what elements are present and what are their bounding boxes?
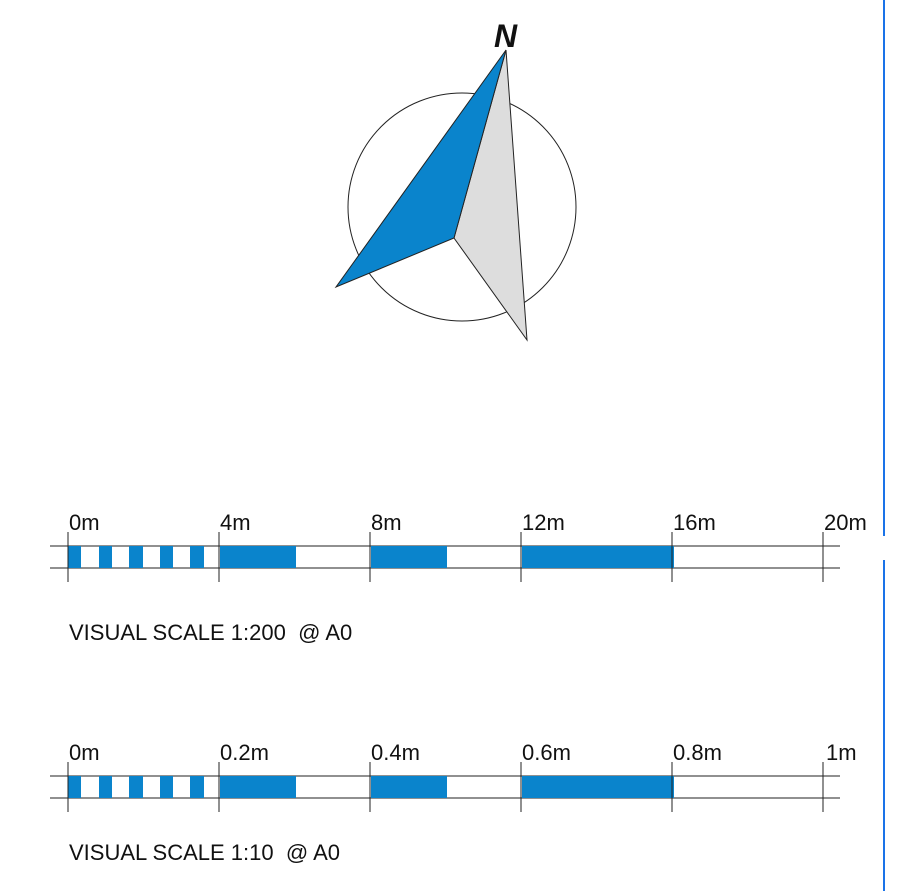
scale-label: 0m [69,510,100,535]
north-letter: N [494,18,518,54]
scale-label: 1m [826,740,857,765]
scale-segment [220,546,296,568]
scale-segment [522,776,674,798]
scale-label: 0.2m [220,740,269,765]
scale-bar-1: 0m 4m 8m 12m 16m 20m VISUAL SCALE 1:200 … [50,510,867,645]
scale-segment [190,776,204,798]
scale-label: 0.8m [673,740,722,765]
scale-segment [160,546,173,568]
scale-label: 0.4m [371,740,420,765]
scale-bar-2: 0m 0.2m 0.4m 0.6m 0.8m 1m VISUAL SCALE 1… [50,740,857,865]
scale-label: 4m [220,510,251,535]
scale-segment [129,776,143,798]
scale-segment [190,546,204,568]
scale-segment [160,776,173,798]
scale-caption: VISUAL SCALE 1:200 @ A0 [69,620,352,645]
scale-segment [129,546,143,568]
scale-label: 0.6m [522,740,571,765]
scale-label: 8m [371,510,402,535]
scale-segment [522,546,674,568]
scale-segment [99,546,112,568]
scale-label: 20m [824,510,867,535]
north-arrow-left-half [334,49,507,289]
scale-segment [371,776,447,798]
scale-label: 12m [522,510,565,535]
scale-segment [220,776,296,798]
north-arrow-circle [347,92,577,322]
scale-segment [99,776,112,798]
scale-label: 0m [69,740,100,765]
north-arrow: N [334,18,577,342]
scale-segment [68,546,81,568]
scale-segment [68,776,81,798]
scale-label: 16m [673,510,716,535]
scale-segment [371,546,447,568]
scale-caption: VISUAL SCALE 1:10 @ A0 [69,840,340,865]
